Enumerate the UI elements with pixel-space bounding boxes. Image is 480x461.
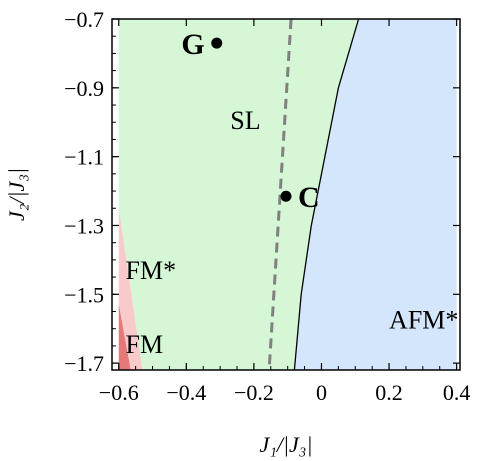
y-tick-label: −1.7 [64, 351, 104, 376]
x-tick-label: −0.2 [234, 380, 274, 405]
y-tick-label: −1.1 [64, 145, 104, 170]
region-label-fm: FM [126, 330, 164, 359]
point-label-g: G [181, 28, 204, 61]
sl-afm-boundary-line [293, 19, 360, 370]
point-c [280, 190, 292, 202]
x-tick-label: −0.6 [99, 380, 139, 405]
region-sl [118, 19, 359, 370]
dashed-line [267, 19, 293, 370]
point-label-c: C [298, 181, 320, 214]
x-tick-label: 0.2 [375, 380, 403, 405]
x-tick-label: 0 [316, 380, 327, 405]
labels-layer: SL AFM* FM* FM [126, 106, 459, 359]
region-label-sl: SL [230, 106, 260, 135]
points-layer: GC [181, 28, 319, 214]
region-label-afm: AFM* [389, 306, 458, 335]
point-g [211, 37, 223, 49]
lines-layer [267, 19, 360, 370]
region-fm [118, 304, 131, 370]
plot-frame [111, 18, 461, 371]
y-tick-label: −0.9 [64, 76, 104, 101]
region-fm-star [118, 208, 143, 370]
y-axis-label: J₂/|J₃| [4, 168, 29, 221]
x-tick-label: 0.4 [443, 380, 471, 405]
region-label-fm-star: FM* [126, 256, 177, 285]
y-tick-label: −1.5 [64, 282, 104, 307]
y-tick-label: −1.3 [64, 213, 104, 238]
x-axis-label: J₁/|J₃| [259, 432, 312, 457]
y-tick-label: −0.7 [64, 7, 104, 32]
ticks-layer: −0.6 −0.4 −0.2 0 0.2 0.4 −0.7 −0.9 −1.1 −1.3 −1.5 −… [64, 7, 470, 405]
x-tick-label: −0.4 [166, 380, 206, 405]
